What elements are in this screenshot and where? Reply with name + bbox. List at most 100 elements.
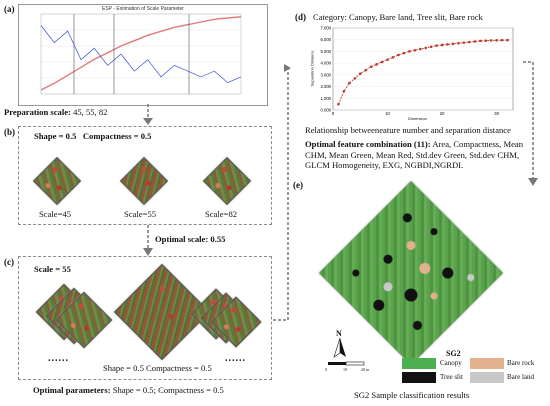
scale-tick-10: 10	[343, 367, 347, 372]
scale-tick-0: 0	[325, 367, 327, 372]
optimal-parameters: Optimal parameters: Shape = 0.5; Compact…	[33, 385, 224, 396]
separation-x-tick: 0	[332, 111, 335, 116]
scale-tick-20: 20 m	[361, 367, 370, 372]
legend-label-bare-land: Bare land	[507, 373, 535, 381]
separation-x-tick: 20	[440, 111, 445, 116]
separation-data-point	[337, 102, 340, 106]
optimal-features-value: Area, Compactness, Mean CHM, Mean Green,…	[305, 139, 524, 171]
separation-data-point	[468, 40, 471, 44]
separation-data-point	[342, 89, 346, 93]
separation-data-point	[408, 50, 411, 53]
north-arrow-icon	[333, 338, 346, 358]
esp-chart-title: ESP - Estimation of Scale Parameter	[102, 6, 184, 12]
panel-d-letter: (d)	[295, 12, 306, 22]
separation-data-point	[500, 38, 504, 42]
separation-data-point	[358, 72, 362, 75]
dots-left: ......	[48, 353, 69, 364]
separation-data-point	[386, 58, 389, 61]
separation-data-point	[462, 41, 466, 44]
separation-y-tick: 5.000	[321, 49, 332, 54]
optimal-parameters-label: Optimal parameters:	[33, 385, 111, 395]
separation-data-point	[413, 48, 417, 52]
panel-b-compactness: Compactness = 0.5	[82, 131, 152, 141]
separation-chart-svg: 7.000 6.000 5.000 4.000 3.000 2.000 1.000 0.000…	[321, 26, 514, 116]
separation-data-point	[424, 46, 428, 50]
separation-data-point	[495, 39, 498, 42]
separation-y-tick: 4.000	[321, 61, 332, 66]
panel-c-box	[18, 256, 272, 380]
legend-label-tree-slit: Tree slit	[440, 373, 463, 381]
separation-data-point	[435, 44, 438, 47]
separation-chart: 7.000 6.000 5.000 4.000 3.000 2.000 1.000 0.000…	[308, 24, 518, 124]
panel-b-params: Shape = 0.5 Compactness = 0.5	[34, 131, 151, 142]
panel-d-caption: Relationship betweeneature number and se…	[305, 125, 511, 135]
separation-data-point	[353, 77, 357, 80]
scale-label-45: Scale=45	[39, 209, 72, 219]
separation-y-tick: 7.000	[321, 26, 332, 31]
legend-label-bare-rock: Bare rock	[507, 359, 535, 367]
separation-data-point	[478, 39, 482, 43]
dots-right: ......	[225, 353, 246, 364]
panel-e-letter: (e)	[293, 180, 303, 190]
optimal-scale: Optimal scale: 0.55	[155, 234, 225, 245]
optimal-features: Optimal feature combination (11): Area, …	[305, 139, 545, 171]
scale-label-82: Scale=82	[205, 209, 238, 219]
separation-data-point	[473, 40, 477, 43]
arrow-d-to-e	[523, 61, 538, 186]
legend-title: SG2	[446, 349, 461, 358]
separation-data-point	[457, 41, 460, 45]
separation-y-tick: 0.000	[321, 108, 332, 113]
optimal-scale-value: 0.55	[210, 234, 226, 244]
legend-label-canopy: Canopy	[440, 359, 462, 367]
separation-data-point	[402, 51, 406, 55]
panel-e-caption: SG2 Sample classification results	[354, 390, 470, 400]
legend-swatch-bare-land	[470, 372, 504, 383]
optimal-features-label: Optimal feature combination (11):	[305, 139, 431, 149]
arrow-a-to-b	[143, 104, 153, 125]
optimal-scale-label: Optimal scale:	[155, 234, 209, 244]
separation-data-point	[446, 43, 449, 46]
separation-y-label: Separation Distance	[309, 50, 315, 87]
separation-y-tick: 6.000	[321, 37, 332, 42]
panel-b-box	[18, 126, 272, 225]
separation-data-point	[391, 55, 395, 59]
arrow-b-to-c	[143, 225, 153, 256]
separation-data-point	[364, 68, 368, 72]
optimal-parameters-value: Shape = 0.5; Compactness = 0.5	[112, 385, 224, 395]
scale-label-55: Scale=55	[124, 209, 157, 219]
separation-data-point	[418, 47, 422, 51]
separation-y-tick: 2.000	[321, 84, 332, 89]
panel-c-shape-compactness: Shape = 0.5 Compactness = 0.5	[103, 363, 212, 373]
separation-data-point	[397, 53, 400, 57]
esp-lv-series	[40, 16, 242, 91]
preparation-scale-values: 45, 55, 82	[73, 107, 108, 117]
separation-data-point	[440, 43, 444, 47]
separation-x-tick: 30	[494, 111, 499, 116]
panel-a-letter: (a)	[4, 4, 15, 14]
separation-data-point	[348, 81, 351, 85]
legend-swatch-tree-slit	[402, 372, 436, 383]
separation-x-label: Dimension	[408, 116, 427, 121]
esp-chart-svg	[40, 13, 242, 95]
separation-data-point	[506, 38, 509, 42]
separation-y-tick: 3.000	[321, 72, 332, 77]
panel-c-scale: Scale = 55	[34, 264, 71, 274]
separation-data-point	[375, 63, 378, 66]
preparation-scale-label: Preparation scale:	[4, 107, 71, 117]
preparation-scale: Preparation scale: 45, 55, 82	[4, 107, 107, 118]
panel-b-letter: (b)	[4, 127, 15, 137]
separation-x-tick: 10	[385, 111, 390, 116]
panel-c-letter: (c)	[4, 257, 14, 267]
panel-b-shape: Shape = 0.5	[34, 131, 77, 141]
separation-data-point	[451, 42, 455, 46]
separation-y-tick: 1.000	[321, 96, 332, 101]
esp-roc-series	[40, 25, 242, 84]
separation-data-point	[369, 65, 373, 68]
legend-swatch-canopy	[402, 358, 436, 369]
legend-swatch-bare-rock	[470, 358, 504, 369]
separation-data-point	[380, 60, 384, 64]
north-label: N	[336, 329, 342, 338]
separation-data-point	[484, 39, 488, 42]
connector-c-to-d	[273, 64, 291, 321]
separation-data-point	[489, 39, 493, 42]
